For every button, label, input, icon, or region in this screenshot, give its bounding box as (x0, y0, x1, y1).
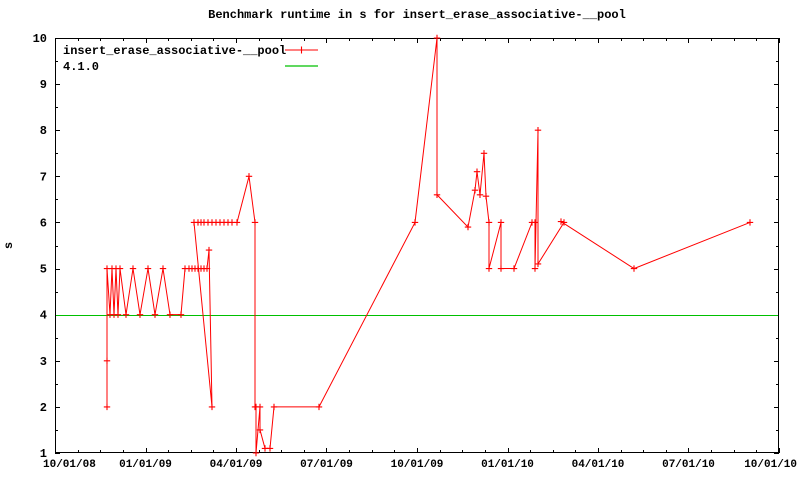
svg-text:10: 10 (33, 32, 47, 46)
svg-text:5: 5 (40, 263, 47, 277)
svg-text:4: 4 (40, 309, 47, 323)
svg-text:insert_erase_associative-__poo: insert_erase_associative-__pool (63, 44, 286, 58)
svg-text:10/01/10: 10/01/10 (744, 459, 797, 471)
svg-text:9: 9 (40, 78, 47, 92)
svg-text:2: 2 (40, 401, 47, 415)
svg-text:07/01/10: 07/01/10 (662, 459, 715, 471)
svg-text:01/01/10: 01/01/10 (481, 459, 534, 471)
svg-text:8: 8 (40, 124, 47, 138)
svg-text:10/01/08: 10/01/08 (43, 459, 96, 471)
svg-text:07/01/09: 07/01/09 (300, 459, 353, 471)
svg-text:s: s (2, 242, 16, 249)
svg-text:04/01/10: 04/01/10 (572, 459, 625, 471)
svg-text:10/01/09: 10/01/09 (391, 459, 444, 471)
svg-text:04/01/09: 04/01/09 (210, 459, 263, 471)
svg-text:6: 6 (40, 216, 47, 230)
svg-text:4.1.0: 4.1.0 (63, 60, 99, 74)
svg-text:7: 7 (40, 170, 47, 184)
svg-text:3: 3 (40, 355, 47, 369)
svg-text:01/01/09: 01/01/09 (119, 459, 172, 471)
